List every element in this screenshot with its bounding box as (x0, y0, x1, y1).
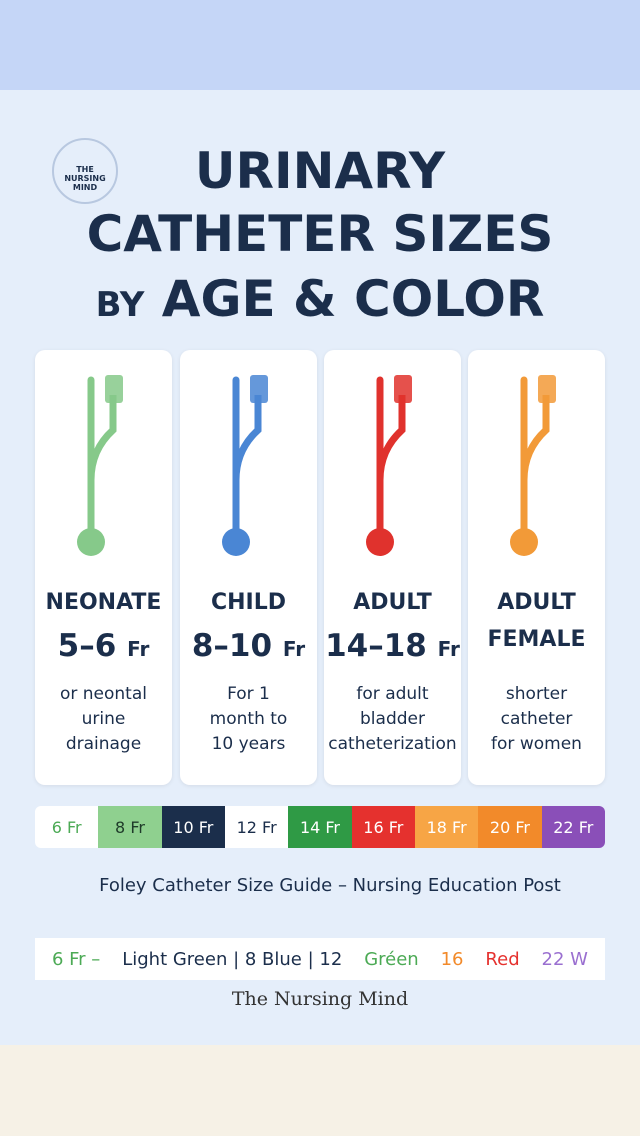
catheter-icon (366, 375, 412, 556)
title-by: BY (95, 285, 145, 325)
size-unit: Fr (282, 637, 306, 661)
card: ADULT 14–18 Fr for adult bladder catheteriza… (324, 350, 461, 785)
size-chip: 12 Fr (224, 806, 289, 848)
card-description: urine (81, 709, 126, 729)
title-line: CATHETER SIZES (86, 205, 554, 263)
card-description: or neontal (59, 684, 147, 704)
card-description: For 1 (227, 684, 270, 704)
card-label: ADULT (353, 590, 432, 615)
logo: THE NURSING MIND (52, 138, 118, 204)
catheter-connector (250, 375, 268, 403)
size-chip: 18 Fr (414, 806, 479, 848)
catheter-icon (510, 375, 556, 556)
card-description: 10 years (211, 734, 286, 754)
catheter-branch (87, 395, 117, 481)
size-chip: 20 Fr (478, 806, 542, 848)
card-description: catheter (500, 709, 573, 729)
card-size: 5–6 Fr (35, 628, 172, 664)
card-description: drainage (65, 734, 142, 754)
size-chip: 6 Fr (35, 806, 99, 848)
card: CHILD 8–10 Fr For 1 month to 10 years (180, 350, 317, 785)
card: ADULT FEMALE shorter catheter for women (468, 350, 605, 785)
catheter-connector (105, 375, 123, 403)
footer: The Nursing Mind (231, 988, 409, 1010)
catheter-connector (538, 375, 556, 403)
size-chip: 16 Fr (351, 806, 415, 848)
catheter-balloon (366, 528, 394, 556)
card-description: for women (491, 734, 582, 754)
legend-item: 22 W (541, 948, 588, 970)
card-label: CHILD (210, 590, 287, 615)
size-value: 5–6 (57, 628, 117, 664)
caption: Foley Catheter Size Guide – Nursing Educ… (99, 875, 561, 896)
size-unit: Fr (437, 637, 460, 661)
legend-item: Light Green | 8 Blue | 12 (122, 948, 343, 970)
catheter-connector (394, 375, 412, 403)
size-value: 14–18 (325, 628, 427, 664)
card: NEONATE 5–6 Fr or neontal urine drainage (35, 350, 172, 785)
title-line: BY AGE & COLOR (0, 270, 640, 328)
legend-item: Red (485, 948, 520, 970)
legend: 6 Fr – Light Green | 8 Blue | 12 Gréen 16 Re… (35, 938, 605, 980)
legend-item: 16 (440, 948, 464, 970)
catheter-balloon (222, 528, 250, 556)
size-unit: Fr (127, 637, 150, 661)
title-line: URINARY (194, 142, 446, 200)
catheter-icon (77, 375, 123, 556)
size-strip: 6 Fr 8 Fr 10 Fr 12 Fr 14 Fr 16 Fr 18 Fr 20 Fr 22… (35, 806, 605, 848)
catheter-branch (376, 395, 406, 481)
card-description: month to (209, 709, 288, 729)
card-label: ADULT (497, 590, 576, 615)
catheter-branch (232, 395, 262, 481)
legend-item: 6 Fr – (51, 948, 101, 970)
card-description: catheterization (328, 734, 457, 754)
card-size: 14–18 Fr (324, 628, 461, 664)
card-size: 8–10 Fr (180, 628, 317, 664)
catheter-balloon (77, 528, 105, 556)
title-accent: AGE & COLOR (161, 270, 545, 328)
top-band (0, 0, 640, 90)
legend-item: Gréen (364, 948, 419, 970)
size-chip: 14 Fr (288, 806, 352, 848)
card-description: for adult (356, 684, 429, 704)
catheter-icon (222, 375, 268, 556)
card-description: shorter (505, 684, 568, 704)
card-description: bladder (360, 709, 425, 729)
catheter-balloon (510, 528, 538, 556)
catheter-branch (520, 395, 550, 481)
size-chip: 22 Fr (541, 806, 605, 848)
card-label: FEMALE (487, 627, 586, 652)
size-chip: 10 Fr (161, 806, 225, 848)
size-value: 8–10 (191, 628, 273, 664)
size-chip: 8 Fr (98, 806, 162, 848)
card-label: NEONATE (45, 590, 162, 615)
